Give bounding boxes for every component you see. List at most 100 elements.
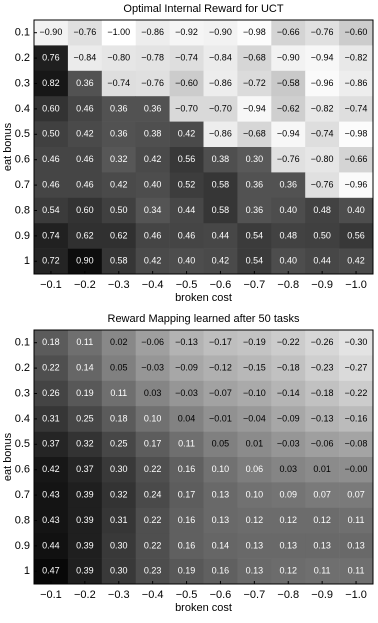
- cell-label: 0.39: [76, 566, 94, 576]
- heatmap-cell: [135, 380, 170, 407]
- x-tick-label: −0.2: [74, 279, 96, 291]
- heatmap-cell: [305, 70, 340, 97]
- cell-label: −0.18: [311, 388, 334, 398]
- cell-label: 0.40: [279, 205, 297, 215]
- heatmap-cell: [135, 197, 170, 224]
- cell-label: 0.36: [246, 179, 264, 189]
- y-tick-label: 0.9: [15, 230, 30, 242]
- heatmap-cell: [271, 355, 306, 382]
- x-tick-label: −0.4: [142, 589, 164, 601]
- cell-label: 0.60: [42, 103, 60, 113]
- heatmap-cell: [305, 558, 340, 585]
- heatmap-cell: [34, 482, 69, 509]
- cell-label: 0.13: [347, 540, 365, 550]
- y-tick-label: 0.3: [15, 387, 30, 399]
- heatmap-cell: [203, 197, 238, 224]
- cell-label: 0.17: [144, 439, 162, 449]
- cell-label: 0.46: [76, 179, 94, 189]
- heatmap-cell: [135, 70, 170, 97]
- x-tick-label: −0.1: [40, 589, 62, 601]
- cell-label: −0.16: [345, 413, 368, 423]
- heatmap-cell: [169, 147, 204, 173]
- cell-label: 0.47: [42, 566, 60, 576]
- cell-label: 0.10: [212, 464, 230, 474]
- x-tick-label: −1.0: [345, 279, 367, 291]
- cell-label: −0.86: [141, 27, 164, 37]
- heatmap-cell: [34, 533, 69, 559]
- cell-label: 0.14: [212, 540, 230, 550]
- heatmap-cell: [67, 121, 103, 148]
- heatmap-cell: [271, 482, 306, 509]
- heatmap-cell: [339, 558, 374, 585]
- heatmap-cell: [169, 380, 204, 407]
- heatmap-cell: [339, 223, 374, 249]
- cell-label: 0.82: [42, 78, 60, 88]
- heatmap-cell: [305, 406, 340, 432]
- heatmap-cell: [237, 533, 272, 559]
- cell-label: 0.54: [246, 256, 264, 266]
- heatmap-cell: [135, 96, 170, 122]
- cell-label: −0.86: [209, 78, 232, 88]
- cell-label: 0.03: [144, 388, 162, 398]
- heatmap-cell: [305, 223, 340, 249]
- heatmap-cell: [34, 355, 69, 382]
- cell-label: −0.15: [243, 362, 266, 372]
- cell-label: 0.60: [76, 205, 94, 215]
- cell-label: 0.43: [42, 515, 60, 525]
- heatmap-cell: [67, 223, 103, 249]
- cell-label: 0.50: [110, 205, 128, 215]
- y-tick-label: 1: [24, 255, 30, 267]
- heatmap-cell: [67, 380, 103, 407]
- cell-label: −0.60: [175, 78, 198, 88]
- cell-label: 0.01: [246, 439, 264, 449]
- y-tick-label: 0.2: [15, 362, 30, 374]
- cell-label: 0.13: [212, 515, 230, 525]
- cell-label: 0.40: [279, 256, 297, 266]
- x-axis-label: broken cost: [175, 602, 232, 614]
- heatmap-cell: [169, 406, 204, 432]
- cell-label: −0.94: [311, 52, 334, 62]
- x-tick-label: −0.9: [311, 589, 333, 601]
- cell-label: 0.50: [42, 129, 60, 139]
- cell-label: −1.00: [107, 27, 130, 37]
- heatmap-cell: [203, 406, 238, 432]
- heatmap-cell: [271, 431, 306, 458]
- heatmap-cell: [169, 457, 204, 483]
- x-tick-label: −0.6: [210, 589, 232, 601]
- cell-label: −0.62: [277, 103, 300, 113]
- heatmap-cell: [305, 355, 340, 382]
- cell-label: 0.52: [178, 179, 196, 189]
- cell-label: 0.02: [110, 337, 128, 347]
- y-tick-label: 0.7: [15, 179, 30, 191]
- heatmap-cell: [135, 406, 170, 432]
- heatmap-cell: [169, 482, 204, 509]
- heatmap-cell: [339, 20, 374, 46]
- cell-label: 0.10: [144, 413, 162, 423]
- heatmap-cell: [339, 45, 374, 72]
- heatmap-cell: [135, 457, 170, 483]
- cell-label: −0.68: [243, 52, 266, 62]
- cell-label: −0.03: [175, 388, 198, 398]
- heatmap-cell: [203, 121, 238, 148]
- heatmap-cell: [101, 223, 136, 249]
- cell-label: −0.68: [243, 129, 266, 139]
- cell-label: 0.40: [347, 205, 365, 215]
- cell-label: 0.19: [178, 566, 196, 576]
- heatmap-cell: [237, 406, 272, 432]
- cell-label: 0.36: [76, 78, 94, 88]
- heatmap-cell: [271, 147, 306, 173]
- cell-label: 0.11: [314, 566, 331, 576]
- heatmap-cell: [169, 20, 204, 46]
- heatmap-cell: [305, 431, 340, 458]
- heatmap-cell: [67, 507, 103, 534]
- cell-label: 0.46: [42, 154, 60, 164]
- heatmap-cell: [237, 380, 272, 407]
- heatmap-cell: [339, 96, 374, 122]
- cell-label: 0.46: [76, 103, 94, 113]
- cell-label: 0.10: [246, 489, 264, 499]
- cell-label: 0.36: [246, 205, 264, 215]
- heatmap-cell: [101, 355, 136, 382]
- heatmap-cell: [101, 533, 136, 559]
- heatmap-cell: [169, 507, 204, 534]
- heatmap-cell: [169, 121, 204, 148]
